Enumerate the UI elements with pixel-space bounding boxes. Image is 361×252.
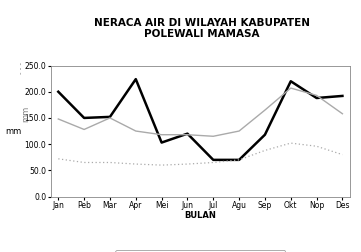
Y-axis label: mm: mm: [5, 127, 22, 136]
X-axis label: BULAN: BULAN: [184, 211, 216, 220]
Text: - - -: - - -: [18, 62, 24, 74]
Legend: Curah hujan, EI0, ET50%: Curah hujan, EI0, ET50%: [116, 250, 285, 252]
Text: mm: mm: [22, 105, 31, 121]
Text: NERACA AIR DI WILAYAH KABUPATEN
POLEWALI MAMASA: NERACA AIR DI WILAYAH KABUPATEN POLEWALI…: [94, 18, 310, 39]
